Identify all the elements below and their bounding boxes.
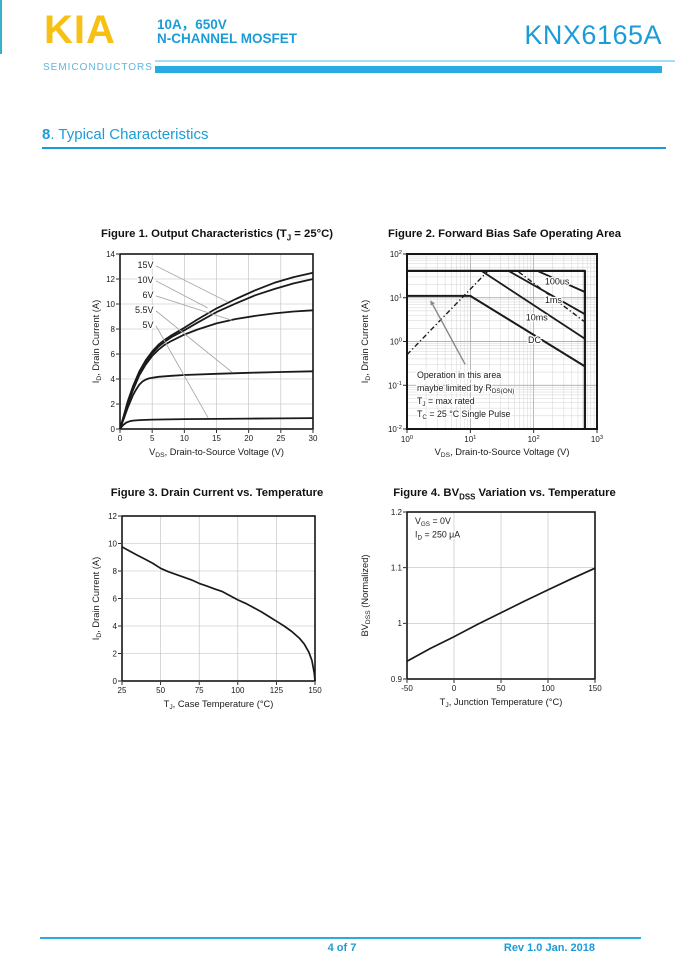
svg-text:2: 2 [113, 649, 118, 658]
svg-text:101: 101 [464, 435, 476, 444]
svg-text:2: 2 [111, 400, 116, 409]
device-type: N-CHANNEL MOSFET [157, 31, 297, 46]
svg-text:-50: -50 [401, 684, 413, 693]
figure-3-title: Figure 3. Drain Current vs. Temperature [110, 487, 324, 499]
figure-3-chart: 25 50 75 100 125 150 0 2 4 6 8 10 12 TJ, Case Tempera… [91, 512, 322, 711]
svg-text:8: 8 [111, 325, 116, 334]
footer-revision: Rev 1.0 Jan. 2018 [503, 942, 595, 954]
logo-subtext: SEMICONDUCTORS [43, 62, 153, 73]
svg-text:12: 12 [106, 275, 115, 284]
svg-text:100: 100 [401, 435, 413, 444]
svg-text:1ms: 1ms [545, 295, 563, 305]
svg-text:VGS = 0V: VGS = 0V [415, 516, 451, 528]
svg-text:150: 150 [588, 684, 602, 693]
svg-text:1.2: 1.2 [391, 508, 403, 517]
svg-text:102: 102 [390, 250, 402, 259]
svg-text:maybe limited by RDS(ON): maybe limited by RDS(ON) [417, 383, 514, 395]
figure-1-chart: 0 5 10 15 20 25 30 0 2 4 6 8 10 12 14 VDS, Drain-to-Sou… [91, 250, 318, 459]
kia-logo: KIA [44, 8, 116, 52]
svg-text:8: 8 [113, 567, 118, 576]
svg-text:14: 14 [106, 250, 115, 259]
svg-text:ID, Drain Current (A): ID, Drain Current (A) [91, 300, 103, 383]
figure-1-title: Figure 1. Output Characteristics (TJ = 2… [100, 228, 334, 243]
figure-2-chart: 100 101 102 103 10-2 10-1 100 101 102 VDS, Drain-… [360, 250, 603, 459]
footer-page-number: 4 of 7 [327, 942, 357, 954]
svg-text:10: 10 [106, 300, 115, 309]
svg-text:ID = 250 μA: ID = 250 μA [415, 530, 460, 542]
svg-text:6: 6 [113, 594, 118, 603]
header-rule-thick [155, 66, 662, 73]
svg-text:TJ, Case Temperature (°C): TJ, Case Temperature (°C) [164, 699, 274, 711]
svg-text:0: 0 [113, 677, 118, 686]
svg-text:50: 50 [497, 684, 506, 693]
svg-text:1.1: 1.1 [391, 563, 403, 572]
svg-text:102: 102 [528, 435, 540, 444]
svg-text:10-1: 10-1 [388, 381, 402, 390]
svg-text:VDS, Drain-to-Source Voltage (: VDS, Drain-to-Source Voltage (V) [435, 447, 570, 459]
svg-text:TC = 25 °C Single Pulse: TC = 25 °C Single Pulse [417, 409, 511, 421]
figure-2-title: Figure 2. Forward Bias Safe Operating Ar… [387, 228, 622, 240]
part-number: KNX6165A [524, 20, 662, 50]
svg-text:20: 20 [244, 434, 253, 443]
svg-text:10: 10 [180, 434, 189, 443]
section-title: . Typical Characteristics [50, 126, 209, 143]
svg-text:50: 50 [156, 686, 165, 695]
svg-text:75: 75 [195, 686, 204, 695]
svg-text:12: 12 [108, 512, 117, 521]
svg-text:25: 25 [118, 686, 127, 695]
svg-text:ID, Drain Current (A): ID, Drain Current (A) [360, 300, 372, 383]
footer-rule [40, 937, 641, 939]
svg-text:1: 1 [398, 619, 403, 628]
svg-text:4: 4 [113, 622, 118, 631]
svg-text:100us: 100us [545, 277, 570, 287]
figure-2: Figure 2. Forward Bias Safe Operating Ar… [360, 227, 625, 479]
svg-text:5: 5 [150, 434, 155, 443]
svg-text:15: 15 [212, 434, 221, 443]
svg-text:150: 150 [308, 686, 322, 695]
svg-text:DC: DC [528, 335, 541, 345]
svg-text:100: 100 [541, 684, 555, 693]
svg-text:4: 4 [111, 375, 116, 384]
svg-text:5V: 5V [142, 320, 153, 330]
svg-text:TJ, Junction Temperature (°C): TJ, Junction Temperature (°C) [440, 697, 563, 709]
svg-text:0.9: 0.9 [391, 675, 403, 684]
svg-text:25: 25 [276, 434, 285, 443]
svg-text:10V: 10V [137, 275, 153, 285]
device-rating: 10A，650V [157, 17, 227, 32]
svg-text:ID, Drain Current (A): ID, Drain Current (A) [91, 557, 103, 640]
svg-text:0: 0 [118, 434, 123, 443]
svg-text:10-2: 10-2 [388, 425, 402, 434]
svg-text:101: 101 [390, 294, 402, 303]
svg-text:100: 100 [390, 337, 402, 346]
header-rule-thin [155, 60, 675, 62]
svg-text:5.5V: 5.5V [135, 305, 154, 315]
svg-text:125: 125 [270, 686, 284, 695]
page-edge-mark [0, 0, 2, 54]
svg-text:0: 0 [111, 425, 116, 434]
svg-text:BVDSS (Normalized): BVDSS (Normalized) [360, 555, 372, 637]
svg-text:6V: 6V [142, 290, 153, 300]
svg-text:Operation in this area: Operation in this area [417, 370, 501, 380]
section-heading: 8. Typical Characteristics [42, 126, 666, 149]
svg-text:10ms: 10ms [526, 313, 549, 323]
svg-text:6: 6 [111, 350, 116, 359]
figure-4: Figure 4. BVDSS Variation vs. Temperatur… [360, 486, 625, 732]
svg-text:0: 0 [452, 684, 457, 693]
svg-text:10: 10 [108, 539, 117, 548]
svg-text:TJ = max rated: TJ = max rated [417, 396, 475, 408]
section-number: 8 [42, 126, 51, 143]
svg-text:15V: 15V [137, 260, 153, 270]
svg-text:103: 103 [591, 435, 603, 444]
figure-4-title: Figure 4. BVDSS Variation vs. Temperatur… [393, 487, 616, 502]
svg-text:30: 30 [309, 434, 318, 443]
figure-1: Figure 1. Output Characteristics (TJ = 2… [88, 227, 346, 479]
figure-4-chart: -50 0 50 100 150 0.9 1 1.1 1.2 TJ, Junction Tempe… [360, 508, 602, 709]
figure-3: Figure 3. Drain Current vs. Temperature … [88, 486, 346, 732]
svg-text:100: 100 [231, 686, 245, 695]
svg-text:VDS, Drain-to-Source Voltage (: VDS, Drain-to-Source Voltage (V) [149, 447, 284, 459]
